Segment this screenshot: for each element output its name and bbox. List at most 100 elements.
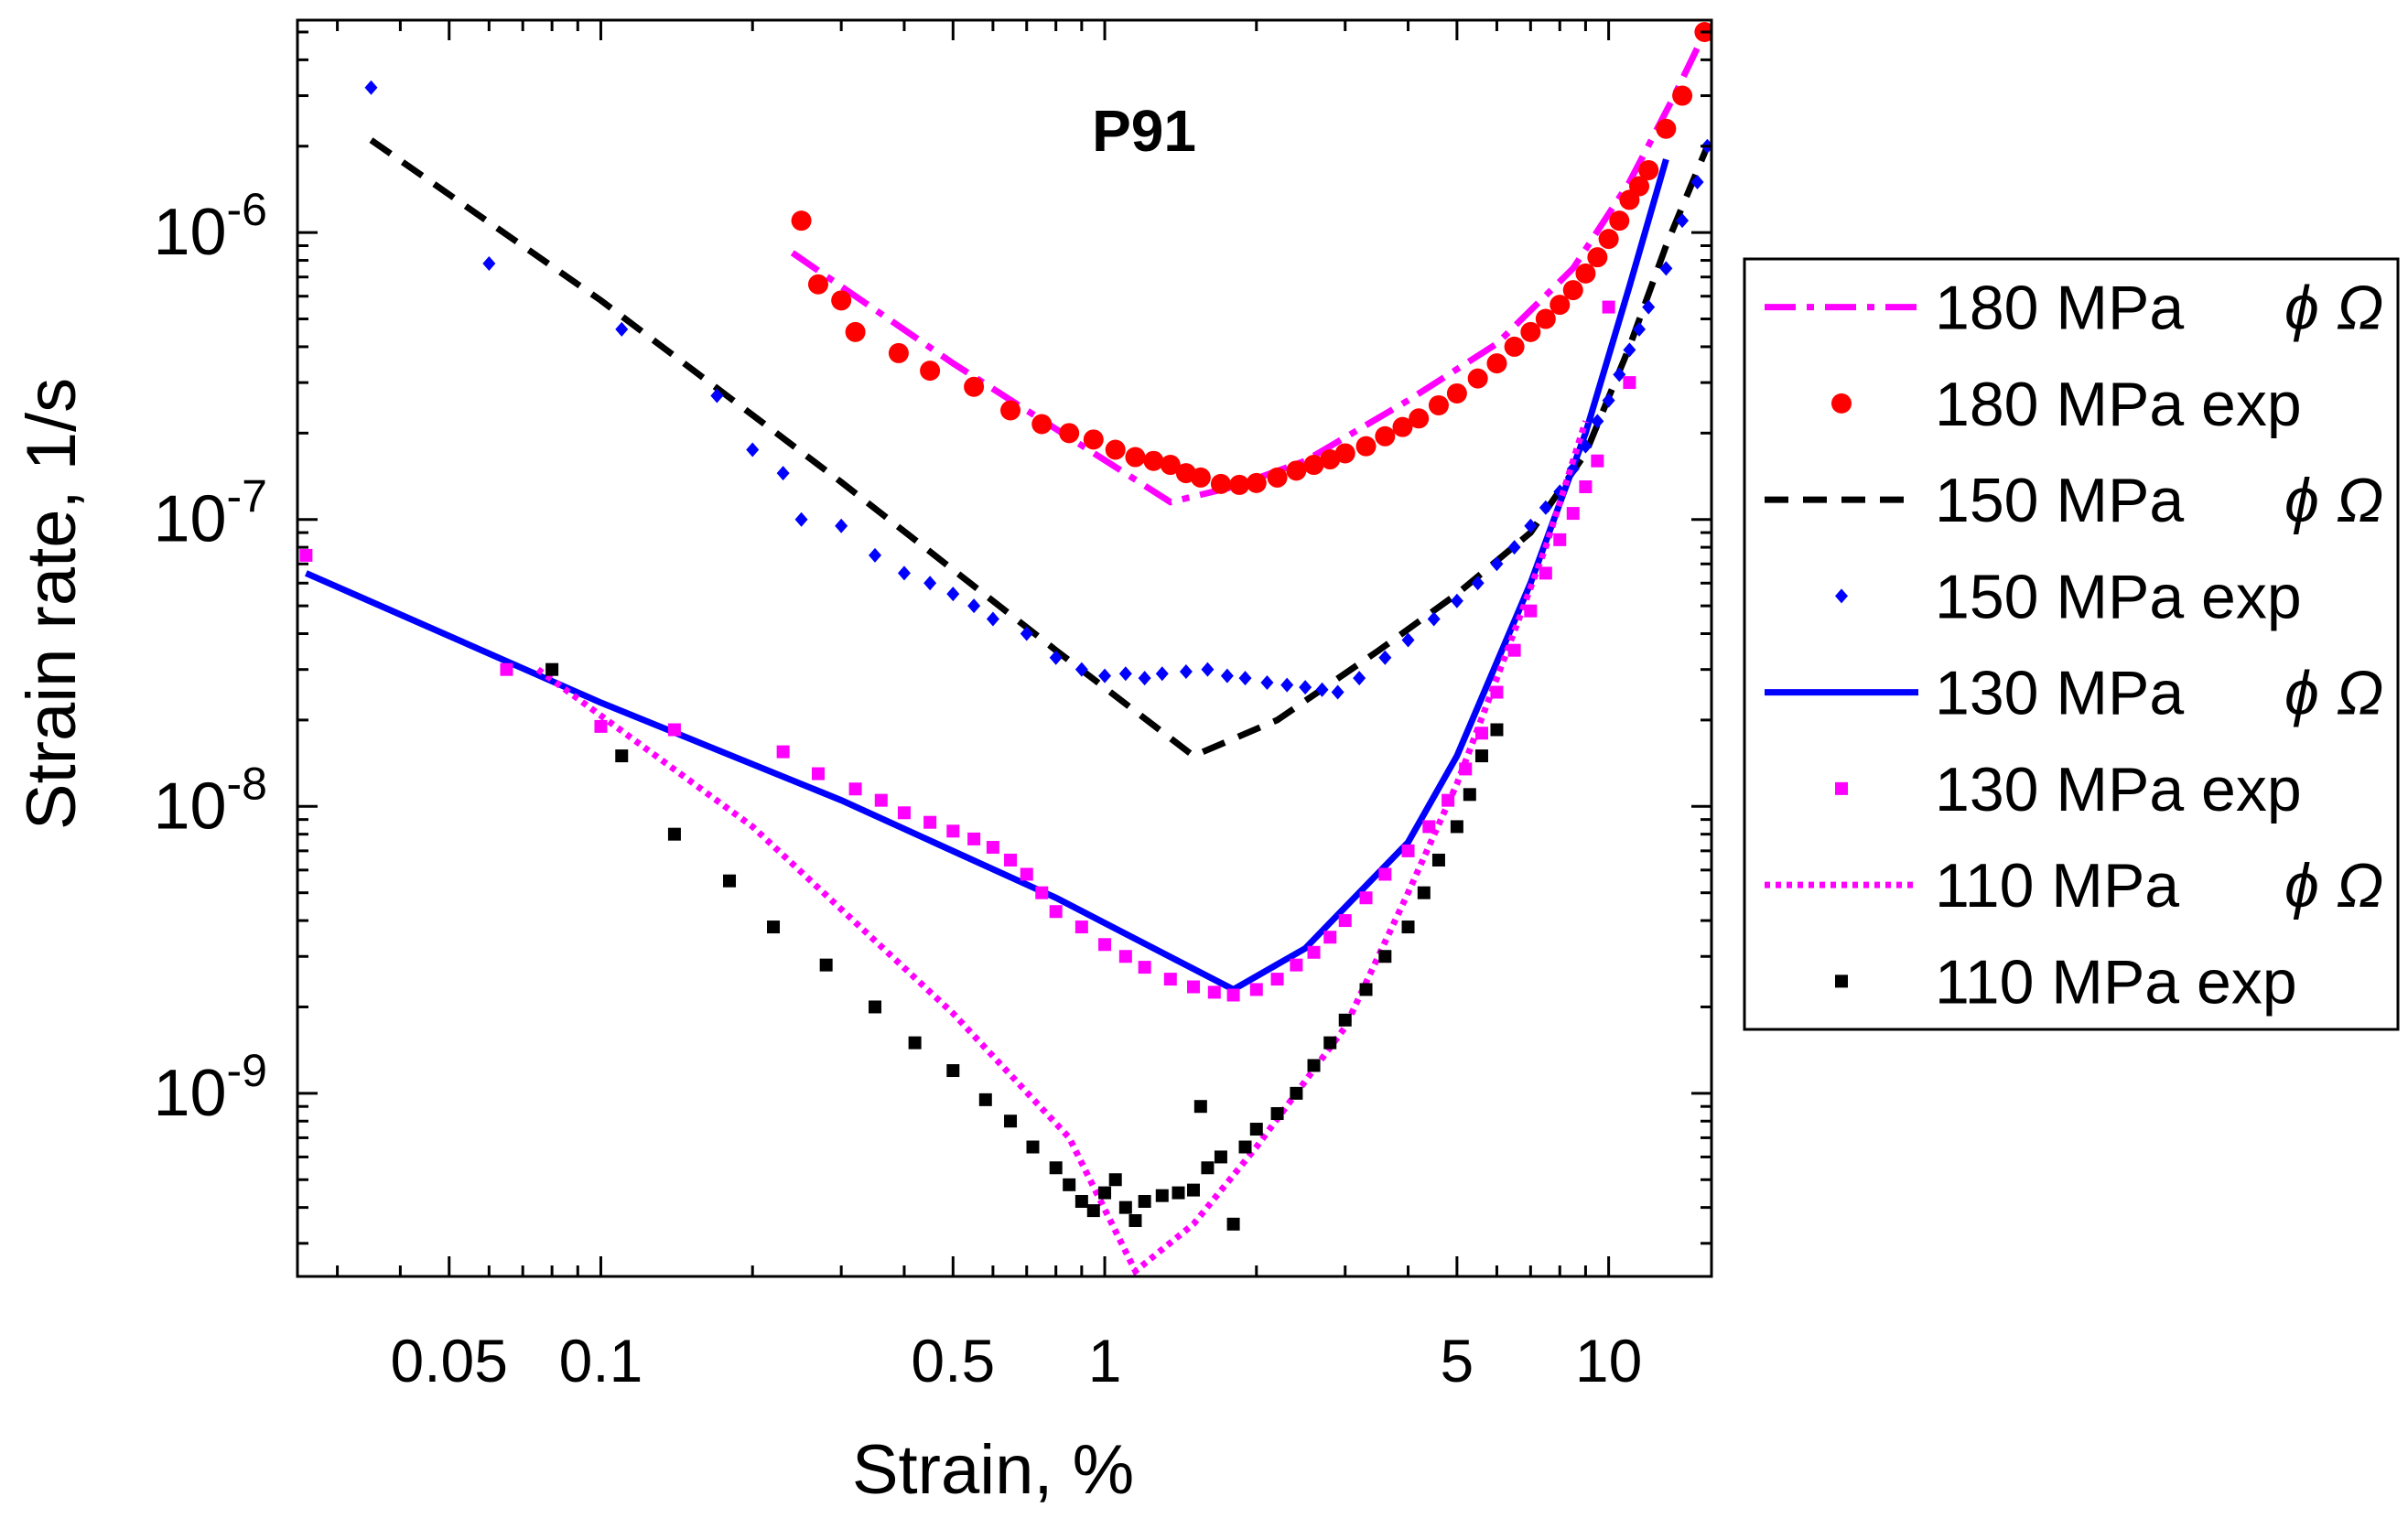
130-mpa-exp-exp-point [1378, 867, 1392, 881]
150-mpa-exp-exp-point [1260, 675, 1274, 691]
150-mpa-exp-exp-point [1049, 650, 1063, 665]
180-mpa-exp-exp-point [1629, 176, 1650, 197]
130-mpa-exp-exp-point [1207, 985, 1221, 999]
180-mpa-exp-exp-point [1246, 472, 1267, 493]
130-mpa-exp-exp-point [1338, 914, 1352, 928]
150-mpa-exp-exp-point [482, 255, 496, 271]
110-mpa-exp-exp-point [1155, 1189, 1169, 1202]
legend-entry-symbol: ϕ Ω [2284, 851, 2383, 920]
180-mpa-exp-exp-point [831, 290, 852, 311]
130-mpa-exp-exp-point [967, 832, 981, 845]
180-mpa-exp-exp-point [1409, 408, 1430, 429]
y-tick-label: 10-6 [153, 184, 267, 269]
110-mpa-exp-exp-point [1098, 1186, 1112, 1200]
150-mpa-exp-exp-point [1098, 668, 1112, 684]
130-mpa-exp-exp-point [1623, 376, 1636, 390]
180-mpa-exp-exp-point [845, 321, 866, 342]
130-mpa-exp-exp-point [1401, 844, 1415, 857]
110-mpa-exp-exp-point [1249, 1123, 1263, 1136]
130-mpa-exp-exp-point [1186, 980, 1200, 994]
110-mpa-exp-exp-point [1074, 1194, 1088, 1208]
y-tick-base: 10 [153, 483, 226, 556]
legend-entry-label: 180 MPa exp [1935, 370, 2302, 439]
150-mpa-exp-exp-point [1315, 682, 1329, 697]
y-axis-label: Strain rate, 1/s [13, 378, 91, 830]
180-mpa-exp-exp-point [1267, 467, 1288, 488]
130-mpa-exp-exp-point [923, 815, 937, 829]
180-mpa-exp-exp-point [1486, 353, 1507, 374]
110-mpa-exp-exp-point [908, 1036, 922, 1050]
130-mpa-exp-exp-point [1049, 905, 1063, 919]
legend-entry-label: 150 MPa exp [1935, 562, 2302, 631]
130-mpa-exp-exp-point [897, 806, 911, 820]
180-mpa-exp-exp-point [1550, 295, 1571, 316]
110-mpa-exp-exp-point [869, 1000, 882, 1014]
150-mpa-exp-exp-point [946, 587, 960, 602]
150-mpa-exp-exp-point [835, 518, 848, 533]
180-mpa-exp-exp-point [964, 376, 985, 397]
130-mpa-exp-exp-point [1422, 820, 1436, 834]
110-mpa-exp-exp-point [1214, 1150, 1227, 1164]
150-mpa-exp-exp-point [1613, 367, 1626, 382]
150-mpa-exp-exp-point [897, 565, 911, 581]
180-mpa-exp-exp-point [1083, 429, 1104, 450]
legend-entry-label: 110 MPa exp [1935, 947, 2297, 1017]
180-mpa-exp-exp-point [1000, 400, 1021, 421]
150-mpa-exp-exp-point [869, 547, 882, 563]
110-mpa-model-line [535, 420, 1589, 1276]
130-mpa-exp-exp-point [1602, 300, 1615, 314]
180-mpa-exp-exp-point [1446, 382, 1467, 404]
180-mpa-exp-exp-point [1587, 247, 1608, 268]
110-mpa-exp-exp-point [1474, 749, 1488, 763]
130-mpa-exp-exp-point [500, 662, 513, 676]
y-tick-base: 10 [153, 196, 226, 269]
130-mpa-exp-exp-point [1270, 973, 1284, 986]
130-mpa-model-line [304, 158, 1669, 994]
110-mpa-exp-exp-point [1490, 723, 1504, 737]
130-mpa-exp-exp-point [299, 548, 313, 562]
chart-title: P91 [1092, 98, 1196, 164]
150-mpa-exp-exp-point [1238, 671, 1252, 686]
130-mpa-exp-exp-point [1579, 479, 1593, 493]
series-layer [299, 21, 1712, 1276]
110-mpa-exp-exp-point [1026, 1140, 1040, 1154]
150-mpa-exp-exp-point [1659, 261, 1673, 276]
180-mpa-exp-exp-point [1160, 455, 1181, 476]
110-mpa-exp-exp-point [1431, 853, 1445, 867]
130-mpa-exp-exp-point [1591, 454, 1604, 468]
130-mpa-exp-exp-point [1020, 867, 1033, 881]
110-mpa-exp-exp-point [1004, 1114, 1018, 1128]
110-mpa-exp-exp-point [545, 662, 559, 676]
180-mpa-exp-exp-point [1334, 443, 1355, 464]
180-mpa-exp-exp-point [1520, 321, 1541, 342]
150-mpa-exp-exp-point [1591, 414, 1604, 429]
180-mpa-exp-exp-point [1143, 450, 1164, 471]
180-mpa-exp-exp-point [1504, 336, 1525, 357]
110-mpa-exp-exp-point [1172, 1186, 1185, 1200]
110-mpa-exp-exp-point [1108, 1173, 1122, 1187]
150-mpa-exp-exp-point [710, 388, 724, 404]
130-mpa-exp-exp-point [776, 745, 790, 759]
150-mpa-exp-exp-point [615, 321, 629, 337]
180-mpa-exp-exp-point [1535, 308, 1556, 329]
150-mpa-exp-exp-point [1299, 680, 1312, 695]
legend-entry-label: 150 MPa [1935, 466, 2184, 535]
110-mpa-exp-exp-point [1359, 983, 1373, 996]
110-mpa-exp-exp-point [615, 749, 629, 763]
150-mpa-exp-exp-point [1353, 671, 1366, 686]
130-mpa-exp-exp-point [1098, 938, 1112, 952]
110-mpa-exp-exp-point [1186, 1183, 1200, 1197]
130-mpa-exp-exp-point [986, 841, 999, 855]
110-mpa-exp-exp-point [1226, 1217, 1240, 1231]
150-mpa-exp-exp-point [1020, 626, 1033, 641]
180-mpa-exp-exp-point [1031, 414, 1053, 435]
180-mpa-exp-exp-point [1210, 473, 1231, 494]
180-mpa-exp-exp-point [1286, 460, 1307, 481]
x-tick-label: 0.05 [391, 1327, 508, 1394]
130-mpa-exp-exp-point [811, 767, 825, 781]
110-mpa-exp-exp-point [1307, 1059, 1321, 1072]
110-mpa-exp-exp-point [1417, 886, 1431, 899]
legend: 180 MPa ϕ Ω 180 MPa exp 150 MPa ϕ Ω 150 MPa e… [1743, 257, 2400, 1031]
y-tick-label: 10-9 [153, 1045, 267, 1130]
